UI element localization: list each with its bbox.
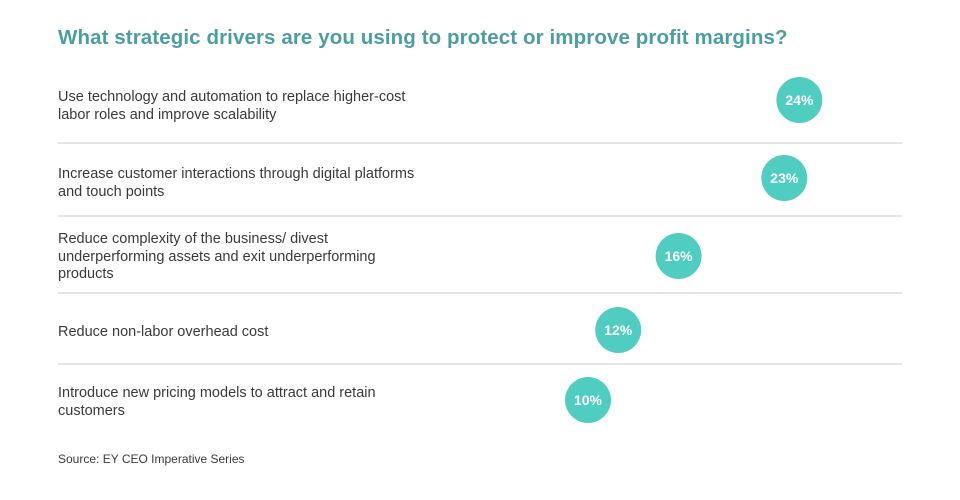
chart-title: What strategic drivers are you using to … (58, 26, 788, 49)
value-bubble-1 (776, 77, 823, 123)
value-bubble-2 (761, 155, 808, 201)
category-label-1: Use technology and automation to replace… (58, 89, 406, 123)
value-bubble-3 (655, 233, 702, 279)
category-label-4: Reduce non-labor overhead cost (58, 324, 269, 340)
category-label-5: Introduce new pricing models to attract … (58, 385, 376, 419)
category-label-2: Increase customer interactions through d… (58, 166, 415, 200)
value-label-2: 23% (770, 170, 799, 186)
source-note: Source: EY CEO Imperative Series (58, 452, 245, 466)
value-bubble-4 (595, 307, 642, 353)
value-label-1: 24% (785, 92, 814, 108)
value-bubble-5 (565, 377, 611, 423)
value-label-5: 10% (574, 392, 603, 408)
value-label-4: 12% (604, 322, 633, 338)
value-label-3: 16% (665, 248, 694, 264)
category-label-3: Reduce complexity of the business/ dives… (58, 231, 376, 282)
